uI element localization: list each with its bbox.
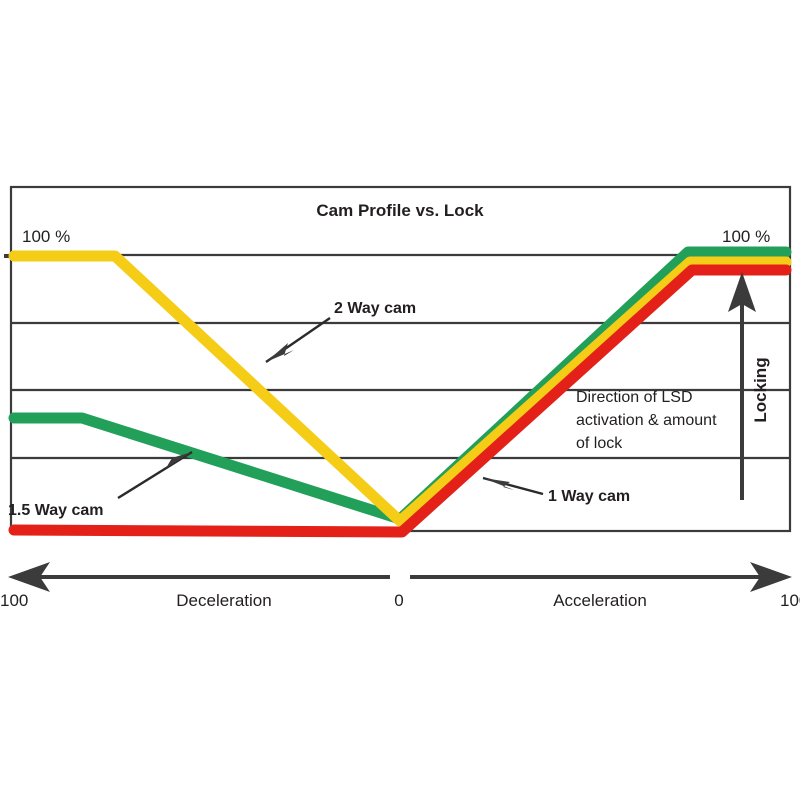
annotation-1-way-cam-leader <box>482 476 544 496</box>
axis-region-acceleration: Acceleration <box>553 591 647 610</box>
series-line-2-way-cam <box>8 250 792 527</box>
chart-title: Cam Profile vs. Lock <box>316 201 484 220</box>
note-line-2: activation & amount <box>576 412 717 429</box>
bottom-axis <box>8 562 792 592</box>
annotation-2-way-cam-leader <box>265 317 331 363</box>
axis-label-center-0: 0 <box>394 591 403 610</box>
annotation-1-way-cam-label: 1 Way cam <box>548 488 630 505</box>
series-line-1-way-cam <box>8 264 792 538</box>
locking-arrow <box>728 272 756 500</box>
note-line-1: Direction of LSD <box>576 389 693 406</box>
annotation-2-way-cam-label: 2 Way cam <box>334 300 416 317</box>
axis-region-deceleration: Deceleration <box>176 591 271 610</box>
axis-label-left-100: 100 <box>0 591 28 610</box>
label-100-percent-left: 100 % <box>22 227 70 246</box>
locking-axis-label: Locking <box>751 357 770 422</box>
axis-label-right-100: 100 <box>780 591 800 610</box>
annotation-1-5-way-cam-label: 1.5 Way cam <box>8 502 103 519</box>
annotation-1-5-way-cam-leader <box>117 450 193 500</box>
note-line-3: of lock <box>576 435 623 452</box>
label-100-percent-right: 100 % <box>722 227 770 246</box>
